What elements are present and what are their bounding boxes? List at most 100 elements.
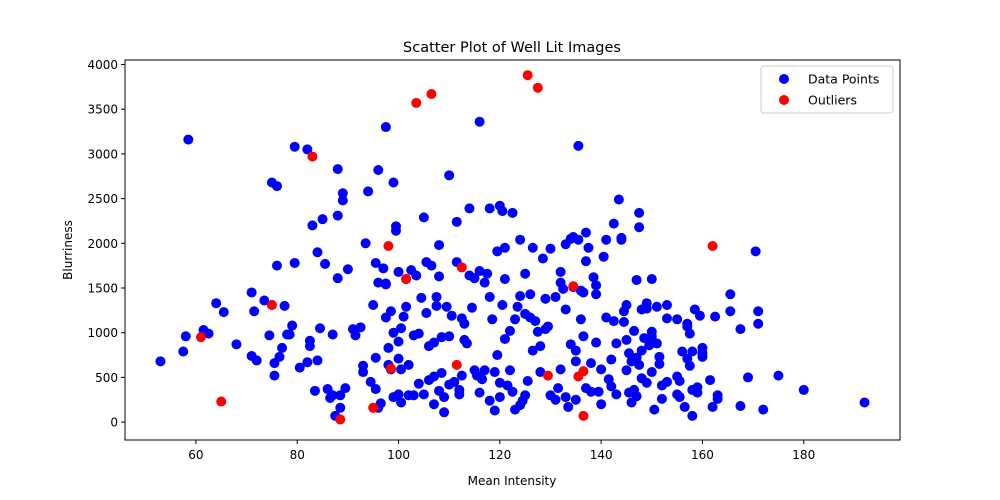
points-layer [155,70,870,425]
data-point [753,306,764,317]
data-point [570,394,581,405]
data-point [355,322,366,333]
data-point [654,351,665,362]
y-tick-label: 0 [110,416,118,430]
data-point [684,360,695,371]
data-point [370,384,381,395]
y-tick-label: 2500 [87,192,118,206]
data-point [332,210,343,221]
data-point [504,365,515,376]
legend-marker-data-points [779,74,789,84]
data-point [641,303,652,314]
data-point [203,328,214,339]
data-point [661,376,672,387]
data-point [416,292,427,303]
data-point [611,338,622,349]
y-tick-label: 1000 [87,326,118,340]
data-point [580,256,591,267]
data-point [646,367,657,378]
outlier-point [195,332,206,343]
outlier-point [568,281,579,292]
data-point [651,301,662,312]
data-point [180,331,191,342]
data-point [269,370,280,381]
data-point [246,287,257,298]
outlier-point [401,274,412,285]
data-point [327,329,338,340]
data-point [461,338,472,349]
data-point [418,389,429,400]
data-point [578,287,589,298]
data-point [535,367,546,378]
outlier-point [368,402,379,413]
data-point [540,293,551,304]
data-point [705,375,716,386]
outlier-point [451,359,462,370]
data-point [418,212,429,223]
data-point [674,392,685,403]
data-point [512,301,523,312]
data-point [497,299,508,310]
data-point [441,301,452,312]
data-point [396,397,407,408]
x-tick-label: 160 [691,448,714,462]
data-point [591,280,602,291]
data-point [758,404,769,415]
data-point [634,222,645,233]
data-point [525,289,536,300]
data-point [621,334,632,345]
data-point [550,394,561,405]
data-point [578,331,589,342]
data-point [497,206,508,217]
data-point [520,268,531,279]
data-point [570,356,581,367]
data-point [586,386,597,397]
data-point [575,314,586,325]
data-point [439,407,450,418]
data-point [499,274,510,285]
data-point [388,177,399,188]
outlier-point [542,370,553,381]
data-point [694,310,705,321]
data-point [337,195,348,206]
data-point [707,401,718,412]
outlier-point [383,240,394,251]
data-point [342,264,353,275]
outlier-point [266,299,277,310]
data-point [618,316,629,327]
data-point [459,318,470,329]
outlier-point [307,151,318,162]
data-point [335,402,346,413]
data-point [231,339,242,350]
data-point [553,383,564,394]
data-point [327,390,338,401]
data-point [335,390,346,401]
data-point [294,362,305,373]
outlier-point [578,366,589,377]
data-point [436,367,447,378]
data-point [380,279,391,290]
data-point [631,391,642,402]
plot-area-frame [124,59,901,441]
data-point [573,234,584,245]
data-point [601,312,612,323]
data-point [532,326,543,337]
data-point [555,364,566,375]
data-point [390,225,401,236]
x-tick-label: 180 [792,448,815,462]
data-point [251,355,262,366]
data-point [466,302,477,313]
data-point [641,377,652,388]
outlier-point [411,97,422,108]
x-axis-label: Mean Intensity [468,474,557,488]
y-tick-label: 4000 [87,58,118,72]
data-point [649,404,660,415]
y-tick-label: 1500 [87,282,118,296]
x-tick-label: 60 [188,448,203,462]
data-point [515,234,526,245]
data-point [489,367,500,378]
data-point [289,257,300,268]
data-point [469,273,480,284]
data-point [413,328,424,339]
legend-label-outliers: Outliers [808,93,857,108]
